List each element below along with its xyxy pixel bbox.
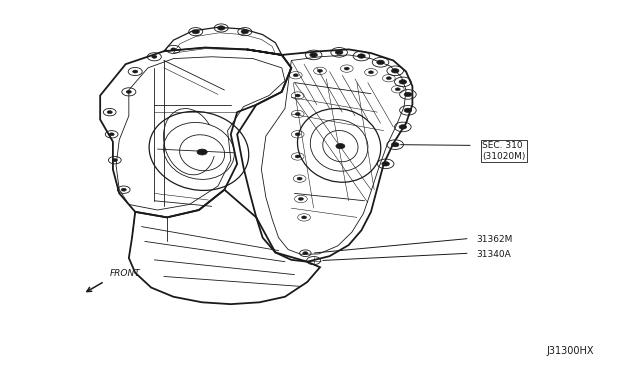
Circle shape xyxy=(344,67,349,70)
Circle shape xyxy=(293,74,298,77)
Text: 31362M: 31362M xyxy=(476,235,513,244)
Circle shape xyxy=(295,94,300,97)
Circle shape xyxy=(107,111,112,113)
Circle shape xyxy=(295,155,300,158)
Circle shape xyxy=(399,125,406,129)
Circle shape xyxy=(382,161,390,166)
Circle shape xyxy=(404,108,412,112)
Circle shape xyxy=(395,88,400,91)
Circle shape xyxy=(295,133,300,136)
Text: SEC. 310
(31020M): SEC. 310 (31020M) xyxy=(483,141,526,161)
Circle shape xyxy=(336,144,345,149)
Circle shape xyxy=(171,48,176,51)
Circle shape xyxy=(132,70,138,73)
Circle shape xyxy=(295,112,300,115)
Circle shape xyxy=(369,71,374,74)
Text: 31340A: 31340A xyxy=(476,250,511,259)
Circle shape xyxy=(310,53,317,57)
Text: J31300HX: J31300HX xyxy=(547,346,594,356)
Circle shape xyxy=(335,50,343,55)
Circle shape xyxy=(392,142,399,147)
Circle shape xyxy=(192,29,200,34)
Circle shape xyxy=(241,29,248,34)
Circle shape xyxy=(218,26,225,30)
Circle shape xyxy=(301,216,307,219)
Circle shape xyxy=(197,149,207,155)
Circle shape xyxy=(152,55,157,58)
Circle shape xyxy=(377,60,385,64)
Circle shape xyxy=(112,159,117,161)
Circle shape xyxy=(404,92,412,97)
Text: FRONT: FRONT xyxy=(109,269,140,278)
Circle shape xyxy=(303,252,308,255)
Circle shape xyxy=(109,133,114,136)
Circle shape xyxy=(317,69,323,72)
Circle shape xyxy=(298,198,303,201)
Circle shape xyxy=(399,80,406,84)
Circle shape xyxy=(126,90,131,93)
Circle shape xyxy=(297,177,302,180)
Circle shape xyxy=(392,68,399,73)
Circle shape xyxy=(358,54,365,58)
Circle shape xyxy=(121,188,126,191)
Circle shape xyxy=(387,77,392,80)
